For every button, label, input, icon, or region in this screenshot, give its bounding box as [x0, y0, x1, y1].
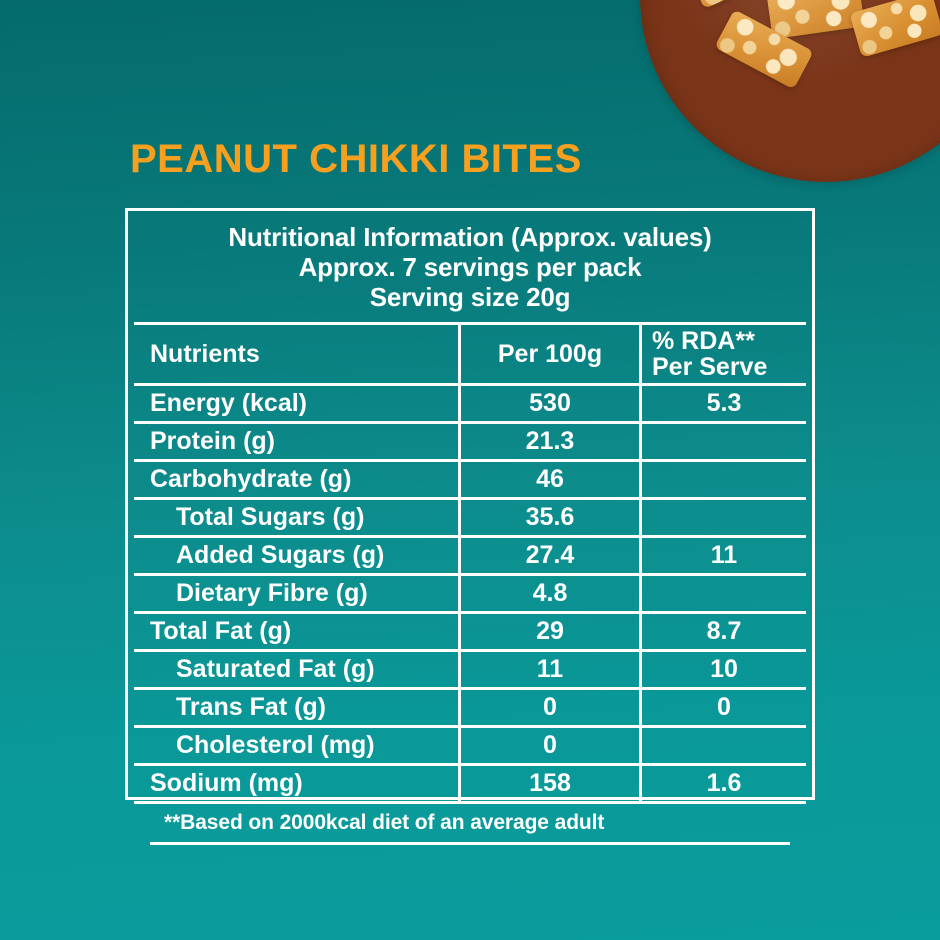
plate-rim [640, 0, 940, 182]
panel-heading: Nutritional Information (Approx. values)… [128, 211, 812, 312]
column-header-per-100g: Per 100g [458, 322, 641, 387]
nutrient-per-100g-value: 0 [458, 726, 641, 767]
nutrient-name: Dietary Fibre (g) [134, 574, 460, 615]
table-row: Sodium (mg) 158 1.6 [134, 764, 806, 805]
nutrient-rda-value: 5.3 [639, 384, 806, 425]
table-row: Trans Fat (g) 0 0 [134, 688, 806, 729]
nutrient-per-100g-value: 21.3 [458, 422, 641, 463]
nutrient-per-100g-value: 530 [458, 384, 641, 425]
nutrient-rda-value: 10 [639, 650, 806, 691]
nutrient-per-100g-value: 158 [458, 764, 641, 805]
table-row: Cholesterol (mg) 0 [134, 726, 806, 767]
nutrient-name: Saturated Fat (g) [134, 650, 460, 691]
nutrient-per-100g-value: 29 [458, 612, 641, 653]
panel-heading-line1: Nutritional Information (Approx. values) [228, 222, 712, 252]
table-row: Carbohydrate (g) 46 [134, 460, 806, 501]
nutrient-name: Sodium (mg) [134, 764, 460, 805]
table-row: Protein (g) 21.3 [134, 422, 806, 463]
nutrient-rda-value: 1.6 [639, 764, 806, 805]
nutrient-name: Trans Fat (g) [134, 688, 460, 729]
footnote: **Based on 2000kcal diet of an average a… [150, 804, 790, 846]
column-header-rda: % RDA** Per Serve [639, 322, 806, 387]
table-header-row: Nutrients Per 100g % RDA** Per Serve [134, 322, 806, 387]
table-body: Energy (kcal) 530 5.3 Protein (g) 21.3 Carboh… [134, 384, 806, 805]
nutrient-rda-value: 0 [639, 688, 806, 729]
nutrition-panel: Nutritional Information (Approx. values)… [125, 208, 815, 846]
nutrient-rda-value [639, 422, 806, 463]
nutrient-name: Total Fat (g) [134, 612, 460, 653]
nutrient-per-100g-value: 4.8 [458, 574, 641, 615]
nutrient-rda-value: 8.7 [639, 612, 806, 653]
nutrient-name: Protein (g) [134, 422, 460, 463]
nutrient-name: Added Sugars (g) [134, 536, 460, 577]
nutrient-per-100g-value: 0 [458, 688, 641, 729]
table-row: Total Fat (g) 29 8.7 [134, 612, 806, 653]
panel-heading-line2: Approx. 7 servings per pack [298, 252, 642, 283]
nutrient-per-100g-value: 35.6 [458, 498, 641, 539]
nutrient-per-100g-value: 46 [458, 460, 641, 501]
nutrition-table: Nutrients Per 100g % RDA** Per Serve Ene… [134, 322, 806, 805]
nutrient-name: Carbohydrate (g) [134, 460, 460, 501]
nutrient-rda-value [639, 726, 806, 767]
table-row: Added Sugars (g) 27.4 11 [134, 536, 806, 577]
nutrient-name: Energy (kcal) [134, 384, 460, 425]
nutrient-per-100g-value: 11 [458, 650, 641, 691]
nutrient-name: Total Sugars (g) [134, 498, 460, 539]
nutrient-per-100g-value: 27.4 [458, 536, 641, 577]
nutrient-rda-value [639, 460, 806, 501]
nutrient-rda-value [639, 498, 806, 539]
column-header-rda-line1: % RDA** [652, 327, 755, 356]
page-title: PEANUT CHIKKI BITES [130, 137, 582, 181]
table-row: Energy (kcal) 530 5.3 [134, 384, 806, 425]
nutrient-rda-value: 11 [639, 536, 806, 577]
table-row: Saturated Fat (g) 11 10 [134, 650, 806, 691]
product-photo-plate [640, 0, 940, 182]
table-row: Total Sugars (g) 35.6 [134, 498, 806, 539]
table-row: Dietary Fibre (g) 4.8 [134, 574, 806, 615]
nutrient-rda-value [639, 574, 806, 615]
nutrient-name: Cholesterol (mg) [134, 726, 460, 767]
panel-heading-line3: Serving size 20g [369, 282, 571, 313]
column-header-nutrients: Nutrients [134, 322, 460, 387]
column-header-rda-line2: Per Serve [652, 353, 768, 382]
